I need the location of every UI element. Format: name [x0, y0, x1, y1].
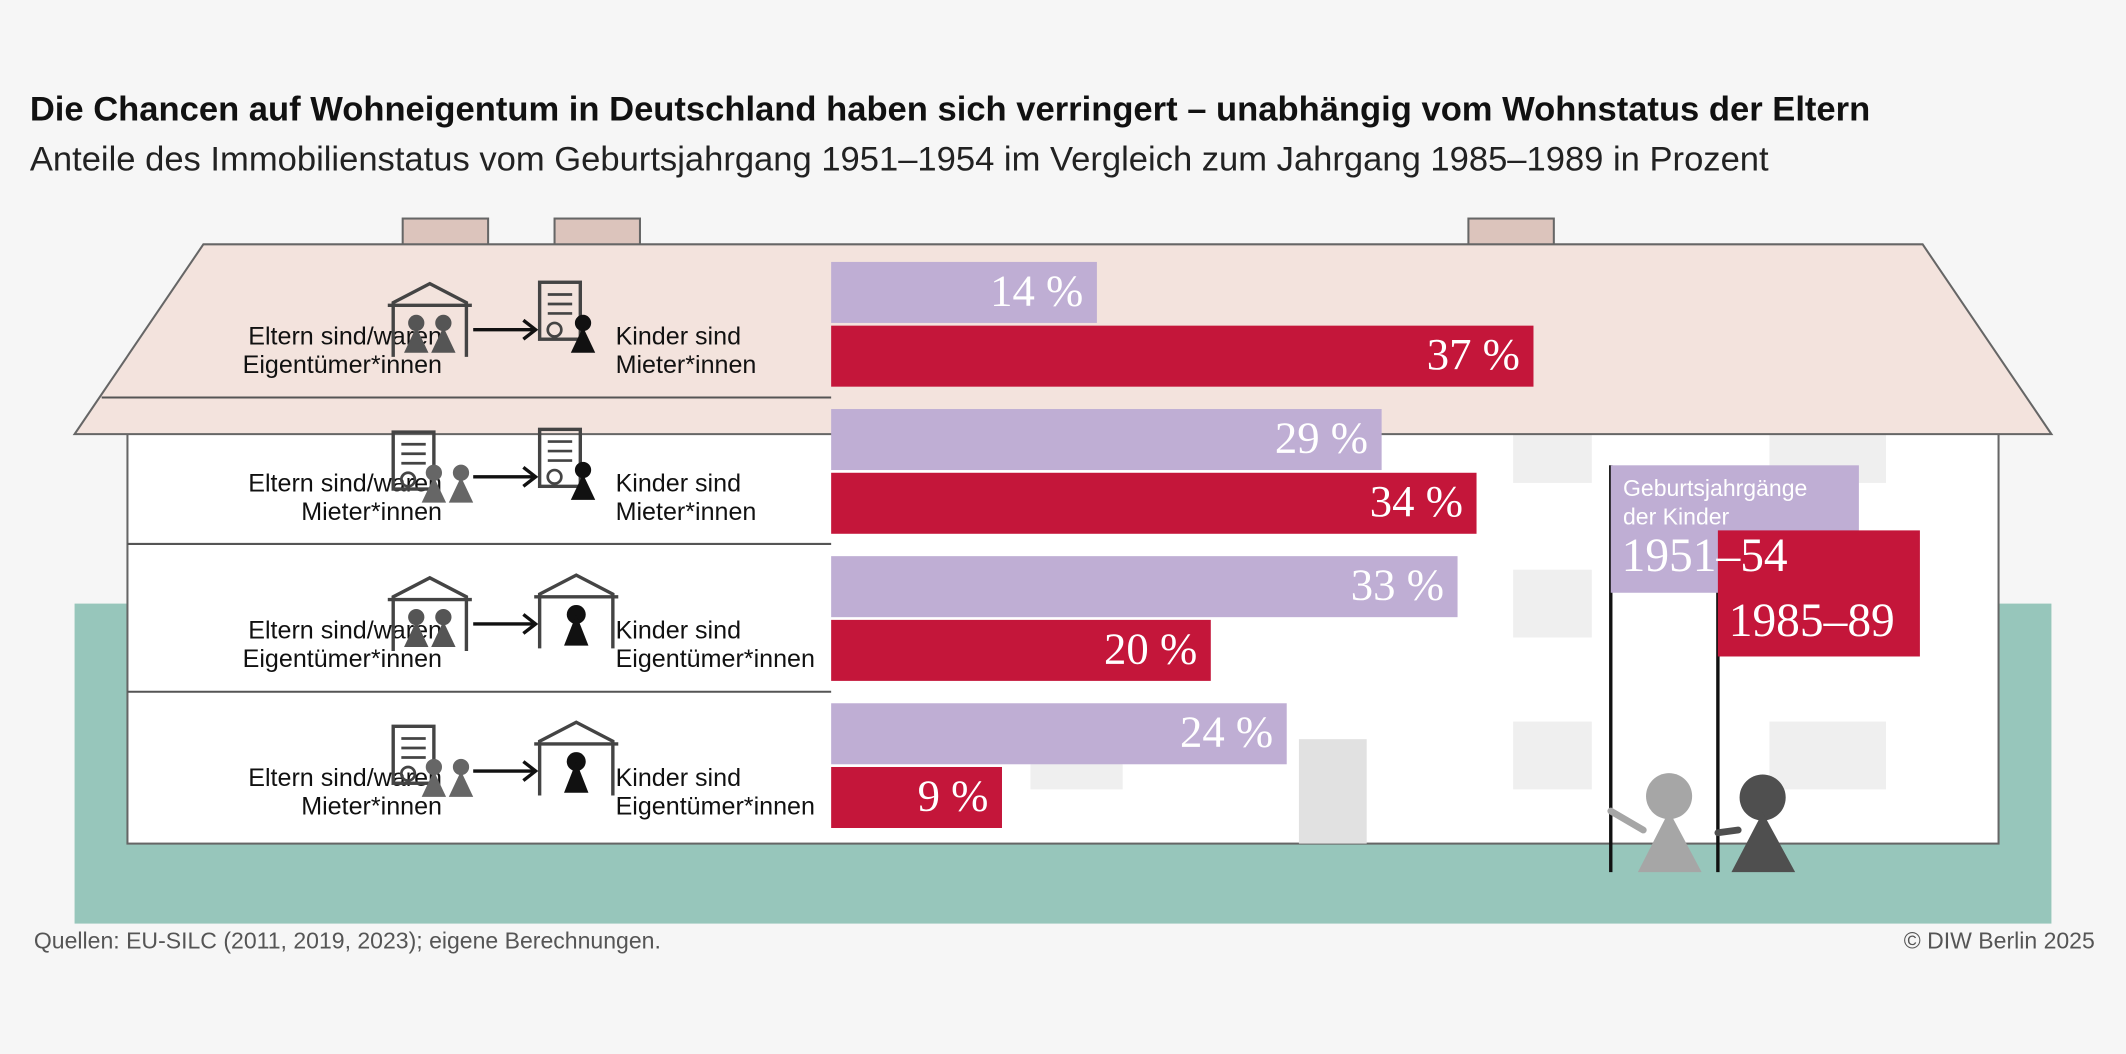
- value-label: 37 %: [1427, 329, 1520, 379]
- bar: [831, 409, 1382, 471]
- child-label: Kinder sind: [616, 322, 741, 350]
- child-label: Mieter*innen: [616, 351, 757, 379]
- icon-part: [574, 461, 592, 479]
- icon-part: [391, 430, 436, 491]
- icon-part: [537, 280, 583, 341]
- icon-part: [399, 471, 417, 488]
- chart-subtitle: Anteile des Immobilienstatus vom Geburts…: [30, 141, 1769, 179]
- icon-part: [448, 771, 474, 797]
- icon-part: [448, 476, 474, 503]
- arrow-head: [522, 613, 539, 635]
- parent-label: Mieter*innen: [301, 498, 442, 526]
- icon-part: [431, 621, 456, 647]
- icon-part: [404, 621, 429, 647]
- value-label: 14 %: [990, 265, 1083, 315]
- icon: [391, 430, 474, 503]
- legend-title: der Kinder: [1623, 503, 1730, 529]
- value-label: 24 %: [1180, 707, 1273, 757]
- figures: [1607, 465, 1796, 873]
- legend-title: Geburtsjahrgänge: [1623, 475, 1807, 501]
- bar: [831, 472, 1477, 534]
- icon: [387, 575, 472, 652]
- icon-part: [452, 464, 470, 481]
- arrow-head: [522, 760, 539, 782]
- parent-label: Mieter*innen: [301, 792, 442, 820]
- icon-part: [546, 321, 563, 338]
- icon-part: [452, 758, 470, 776]
- value-label: 29 %: [1275, 413, 1368, 463]
- icon-part: [564, 761, 589, 793]
- icon-part: [537, 427, 583, 489]
- icon-part: [431, 327, 456, 353]
- chimneys: [401, 217, 1555, 247]
- icon-part: [537, 573, 615, 649]
- icon-part: [566, 604, 586, 624]
- icon-part: [421, 771, 447, 797]
- child-label: Kinder sind: [616, 470, 741, 498]
- bar: [831, 619, 1211, 681]
- icon-part: [435, 314, 452, 332]
- icon-part: [408, 609, 425, 626]
- copyright: © DIW Berlin 2025: [1904, 928, 2095, 954]
- icon-part: [425, 758, 443, 776]
- icon-part: [391, 281, 469, 357]
- bar: [831, 703, 1287, 765]
- bar: [831, 325, 1534, 387]
- icon-part: [570, 474, 596, 500]
- child-label: Kinder sind: [616, 617, 741, 645]
- icon-part: [566, 752, 586, 772]
- icon-part: [399, 765, 417, 782]
- icon-part: [408, 314, 425, 332]
- icon-part: [564, 614, 589, 646]
- icon-part: [435, 609, 452, 626]
- icon-part: [404, 327, 429, 353]
- chart-title: Die Chancen auf Wohneigentum in Deutschl…: [30, 91, 1870, 129]
- child-label: Kinder sind: [616, 764, 741, 792]
- icon: [537, 427, 596, 500]
- value-label: 34 %: [1370, 476, 1463, 526]
- arrow-head: [522, 318, 539, 341]
- value-label: 20 %: [1104, 623, 1197, 673]
- icon: [391, 724, 474, 797]
- child-label: Eigentümer*innen: [616, 645, 815, 673]
- value-label: 9 %: [918, 770, 989, 820]
- arrow-head: [522, 466, 539, 488]
- parent-label: Eigentümer*innen: [243, 351, 442, 379]
- legend-label: 1985–89: [1729, 595, 1895, 647]
- parent-label: Eigentümer*innen: [243, 645, 442, 673]
- icon-part: [537, 720, 615, 796]
- icon: [534, 720, 619, 796]
- bar: [831, 261, 1097, 323]
- value-label: 33 %: [1351, 560, 1444, 610]
- icon: [534, 573, 619, 649]
- icon-part: [391, 575, 469, 652]
- source: Quellen: EU-SILC (2011, 2019, 2023); eig…: [34, 928, 661, 954]
- bar: [831, 556, 1458, 618]
- bar: [831, 766, 1002, 829]
- icon: [537, 280, 596, 353]
- icon-part: [546, 468, 563, 485]
- icon-part: [421, 476, 447, 503]
- icon-part: [574, 314, 592, 332]
- row-separators: [101, 396, 832, 693]
- legend-label: 1951–54: [1622, 530, 1788, 582]
- icon-part: [391, 724, 436, 785]
- icon-part: [425, 464, 443, 481]
- door: [1298, 739, 1367, 844]
- child-label: Mieter*innen: [616, 498, 757, 526]
- icon: [387, 281, 472, 357]
- legend-swatch: [1717, 530, 1920, 657]
- child-label: Eigentümer*innen: [616, 792, 815, 820]
- icon-part: [570, 327, 596, 353]
